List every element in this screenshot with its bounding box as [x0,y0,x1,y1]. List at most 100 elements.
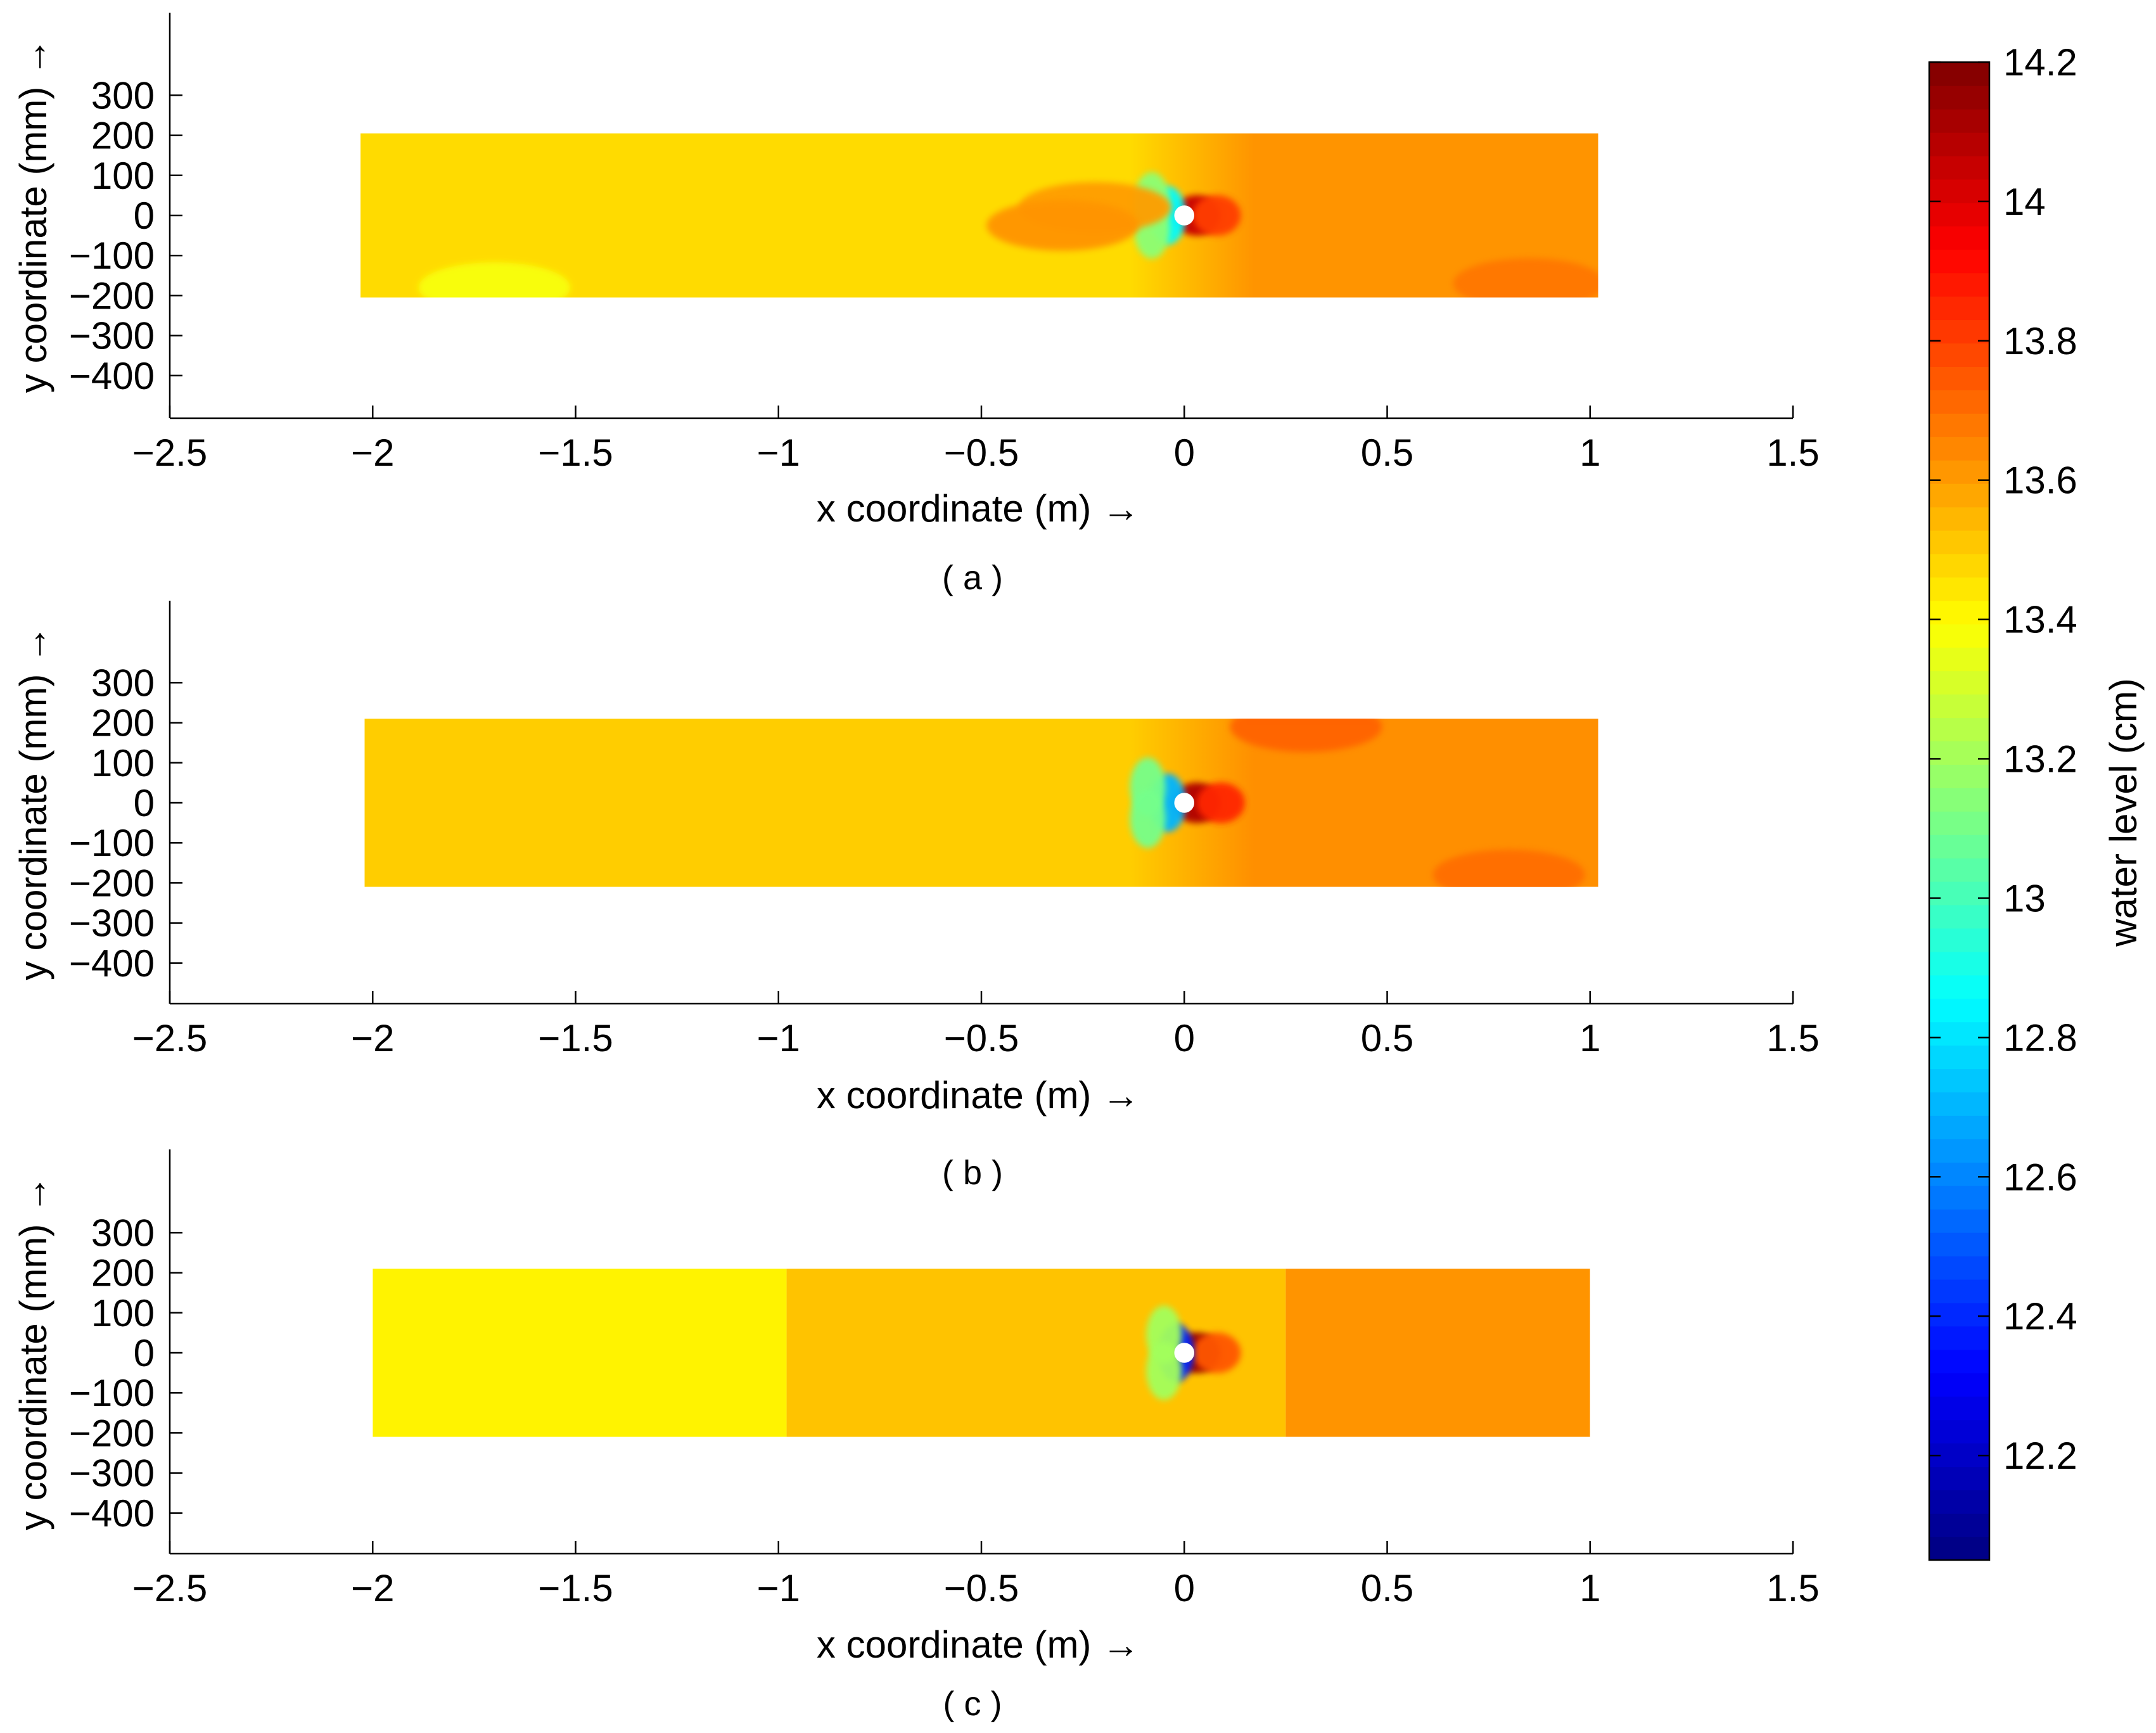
x-tick-label: 1.5 [1766,432,1819,474]
x-tick-label: 1 [1579,432,1600,474]
colorbar-tick-label: 13.2 [2003,738,2077,781]
y-tick-label: 200 [91,702,155,745]
panel-c-y-axis-label: y coordinate (mm) → [12,1175,54,1530]
colorbar-band [1929,62,1989,86]
y-tick-label: −300 [69,902,155,945]
y-tick-label: −400 [69,355,155,397]
colorbar-band [1929,577,1989,601]
y-tick-label: 300 [91,74,155,117]
y-tick-label: 0 [134,782,155,824]
x-tick-label: −1.5 [538,1567,613,1609]
colorbar-band [1929,1045,1989,1070]
x-tick-label: −1 [757,1567,800,1609]
colorbar-band [1929,881,1989,905]
water-level-field [373,1269,1590,1437]
x-tick-label: 0.5 [1361,432,1413,474]
colorbar: 14.2 14 13.8 13.6 13.4 13.2 13 12.8 12.6 12.4 12.2… [1928,41,2145,1561]
colorbar-ticks: 14.2 14 13.8 13.6 13.4 13.2 13 12.8 12.6 12.4 12.2 [1929,41,2077,1477]
water-level-field [360,133,1598,298]
y-tick-label: −100 [69,234,155,277]
panel-c-contour-plot [373,1269,1590,1437]
panel-b-x-axis-label: x coordinate (m) → [817,1074,1140,1116]
colorbar-band [1929,857,1989,882]
panel-b-contour-plot [364,719,1598,887]
water-level-trough [1146,1341,1182,1400]
background-level [360,133,1598,298]
x-tick-label: 0 [1174,432,1195,474]
panel-b-caption: ( b ) [942,1154,1003,1192]
x-tick-label: −1 [757,432,800,474]
colorbar-band [1929,1466,1989,1490]
panel-c-caption: ( c ) [943,1685,1002,1723]
x-tick-label: −2 [351,432,394,474]
colorbar-band [1929,413,1989,437]
colorbar-band [1929,1349,1989,1374]
water-level-peak [1192,1333,1241,1373]
water-level-field [364,719,1598,887]
colorbar-band [1929,1115,1989,1139]
y-tick-label: −100 [69,822,155,864]
colorbar-band [1929,1162,1989,1186]
colorbar-band [1929,670,1989,695]
colorbar-band [1929,1372,1989,1397]
y-tick-label: −200 [69,1412,155,1454]
colorbar-band [1929,1068,1989,1093]
colorbar-band [1929,530,1989,554]
colorbar-band [1929,1092,1989,1116]
x-tick-label: 0 [1174,1567,1195,1609]
colorbar-frame [1928,61,1991,1561]
colorbar-band [1929,553,1989,578]
colorbar-band [1929,506,1989,531]
x-tick-label: −1.5 [538,1017,613,1059]
colorbar-band [1929,108,1989,133]
colorbar-tick-label: 12.6 [2003,1156,2077,1198]
colorbar-band [1929,437,1989,461]
colorbar-band [1929,483,1989,508]
y-tick-label: −300 [69,315,155,357]
y-tick-label: −200 [69,274,155,317]
colorbar-band [1929,366,1989,390]
colorbar-band [1929,1279,1989,1303]
colorbar-band [1929,811,1989,835]
colorbar-band [1929,1255,1989,1280]
y-tick-label: 300 [91,1212,155,1254]
colorbar-band [1929,1326,1989,1350]
colorbar-band [1929,600,1989,625]
panel-b-x-ticks: −2.5 −2 −1.5 −1 −0.5 0 0.5 1 1.5 [132,991,1820,1059]
water-level-peak [1230,719,1382,752]
water-level-peak [1196,783,1245,823]
colorbar-band [1929,226,1989,250]
colorbar-band [1929,1208,1989,1233]
panel-a-y-axis-label: y coordinate (mm) → [12,38,54,393]
x-tick-label: 1.5 [1766,1017,1819,1059]
x-tick-label: −2.5 [132,1017,207,1059]
colorbar-band [1929,951,1989,976]
y-tick-label: 100 [91,1292,155,1334]
colorbar-tick-label: 13.8 [2003,320,2077,362]
colorbar-band [1929,1490,1989,1514]
x-tick-label: −2 [351,1017,394,1059]
x-tick-label: −2.5 [132,432,207,474]
x-tick-label: 0.5 [1361,1567,1413,1609]
y-tick-label: −400 [69,1492,155,1535]
cylinder-obstacle [1174,793,1195,813]
colorbar-band [1929,272,1989,297]
x-tick-label: −1 [757,1017,800,1059]
colorbar-tick-label: 13.4 [2003,599,2077,641]
colorbar-tick-label: 12.2 [2003,1435,2077,1477]
panel-a-x-axis-label: x coordinate (m) → [817,487,1140,530]
colorbar-band [1929,1186,1989,1210]
panel-a-caption: ( a ) [942,559,1003,597]
y-tick-label: 200 [91,1252,155,1295]
colorbar-tick-label: 13.6 [2003,459,2077,502]
colorbar-band [1929,647,1989,672]
colorbar-band [1929,155,1989,180]
colorbar-band [1929,623,1989,648]
colorbar-band [1929,202,1989,227]
water-level-peak [986,200,1139,251]
colorbar-band [1929,1537,1989,1561]
colorbar-band [1929,928,1989,952]
colorbar-band [1929,1021,1989,1046]
x-tick-label: −0.5 [944,1567,1019,1609]
